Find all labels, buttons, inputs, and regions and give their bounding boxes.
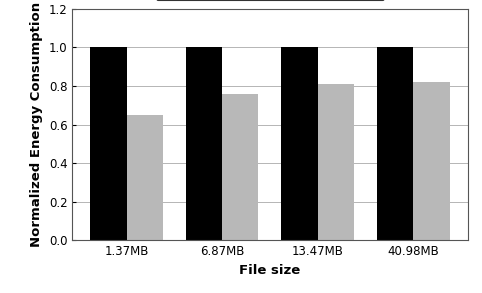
Bar [318,84,354,240]
Bar [127,115,163,240]
Bar [186,47,222,240]
X-axis label: File size: File size [239,264,301,277]
Bar [90,47,127,240]
Bar [413,82,450,240]
Y-axis label: Normalized Energy Consumption: Normalized Energy Consumption [30,2,43,247]
Bar [281,47,318,240]
Bar [377,47,413,240]
Bar [222,94,258,240]
